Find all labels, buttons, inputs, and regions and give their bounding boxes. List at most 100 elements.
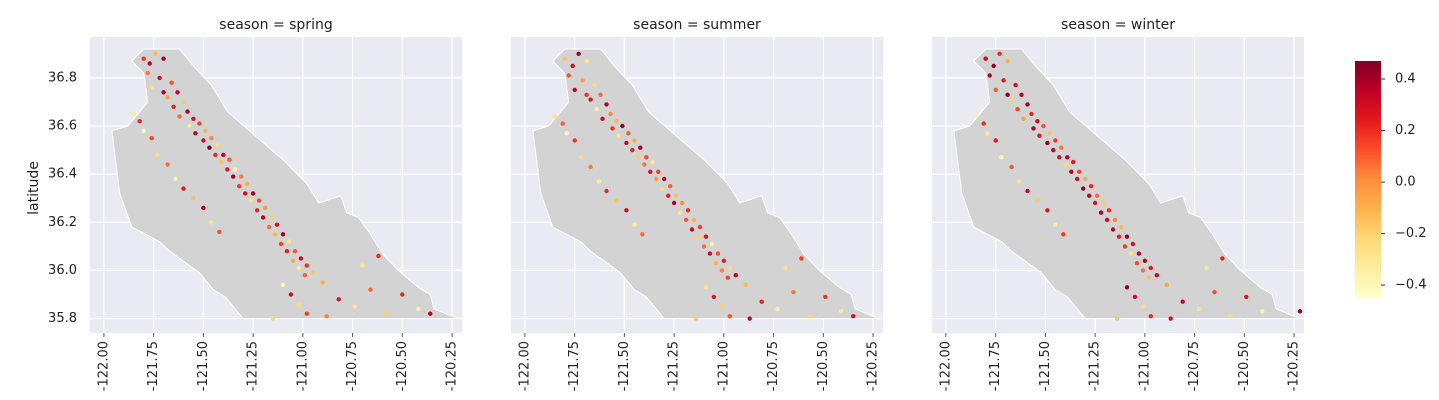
- scatter-point: [1112, 217, 1118, 223]
- scatter-point: [642, 162, 647, 167]
- scatter-point: [248, 198, 254, 203]
- scatter-point: [1057, 155, 1062, 160]
- scatter-point: [207, 145, 212, 150]
- scatter-point: [604, 188, 609, 194]
- scatter-point: [185, 109, 190, 114]
- x-tick-label: -121.25: [1088, 341, 1103, 391]
- scatter-point: [671, 200, 677, 206]
- scatter-point: [693, 316, 699, 321]
- scatter-point: [1297, 309, 1303, 314]
- scatter-point: [616, 133, 621, 138]
- scatter-point: [149, 135, 154, 141]
- scatter-point: [701, 244, 707, 249]
- scatter-point: [296, 265, 302, 271]
- scatter-point: [566, 73, 571, 78]
- scatter-point: [1124, 234, 1130, 239]
- scatter-point: [578, 155, 583, 160]
- scatter-point: [157, 75, 162, 81]
- scatter-point: [155, 152, 160, 158]
- x-tick-label: -120.75: [345, 341, 360, 391]
- scatter-point: [147, 61, 152, 66]
- scatter-point: [1094, 193, 1100, 198]
- scatter-point: [1005, 92, 1010, 98]
- scatter-point: [991, 63, 996, 69]
- scatter-point: [1001, 78, 1006, 83]
- scatter-point: [203, 128, 208, 134]
- scatter-point: [280, 232, 286, 237]
- x-tick-label: -121.75: [146, 341, 161, 391]
- scatter-point: [284, 249, 290, 254]
- scatter-point: [320, 280, 325, 285]
- x-tick-label: -121.25: [246, 341, 261, 391]
- scatter-point: [1142, 258, 1148, 263]
- scatter-point: [1087, 193, 1092, 198]
- x-tick-label: -120.75: [1187, 341, 1202, 391]
- colorbar-tick-label: 0.2: [1395, 123, 1416, 138]
- scatter-point: [839, 309, 844, 314]
- scatter-point: [1146, 275, 1152, 280]
- scatter-point: [1140, 268, 1146, 273]
- scatter-point: [209, 135, 214, 141]
- scatter-point: [560, 121, 565, 126]
- scatter-point: [161, 56, 166, 61]
- scatter-point: [851, 314, 856, 319]
- scatter-point: [201, 138, 206, 143]
- scatter-point: [428, 311, 433, 316]
- scatter-point: [610, 126, 615, 131]
- scatter-point: [260, 215, 266, 220]
- x-tick-label: -121.25: [667, 341, 682, 391]
- scatter-point: [215, 143, 220, 148]
- scatter-point: [626, 131, 631, 136]
- scatter-point: [580, 78, 585, 83]
- scatter-point: [598, 92, 603, 98]
- scatter-point: [689, 227, 695, 232]
- scatter-point: [1244, 294, 1249, 300]
- scatter-point: [999, 155, 1004, 160]
- scatter-point: [650, 159, 655, 165]
- scatter-point: [243, 191, 248, 196]
- scatter-point: [604, 102, 609, 107]
- scatter-point: [632, 138, 637, 143]
- scatter-point: [648, 169, 653, 174]
- panel-title: season = spring: [219, 17, 332, 33]
- scatter-point: [997, 51, 1002, 56]
- scatter-point: [703, 285, 709, 290]
- scatter-point: [973, 114, 978, 119]
- colorbar-tick-label: −0.2: [1395, 226, 1427, 241]
- scatter-point: [632, 222, 637, 227]
- scatter-point: [1019, 92, 1024, 98]
- scatter-point: [654, 176, 659, 182]
- x-tick-label: -121.50: [1038, 341, 1053, 391]
- scatter-point: [384, 311, 389, 316]
- scatter-point: [1100, 200, 1106, 206]
- scatter-point: [191, 116, 196, 122]
- scatter-point: [1005, 58, 1010, 64]
- scatter-point: [1196, 306, 1201, 312]
- scatter-point: [1168, 316, 1173, 321]
- scatter-point: [360, 263, 365, 268]
- scatter-point: [1134, 261, 1140, 266]
- scatter-point: [552, 114, 557, 119]
- scatter-point: [270, 316, 276, 321]
- scatter-point: [640, 232, 645, 237]
- scatter-point: [1071, 159, 1076, 165]
- scatter-point: [149, 85, 154, 90]
- scatter-point: [1204, 265, 1209, 271]
- scatter-point: [576, 51, 581, 56]
- scatter-point: [725, 275, 730, 280]
- scatter-points: [973, 51, 1303, 321]
- x-tick-label: -120.50: [816, 341, 831, 391]
- scatter-point: [239, 174, 244, 179]
- scatter-point: [1069, 169, 1074, 174]
- y-tick-label: 36.6: [48, 119, 77, 134]
- scatter-point: [1088, 184, 1094, 189]
- scatter-point: [165, 162, 170, 167]
- scatter-point: [677, 210, 683, 215]
- scatter-point: [727, 314, 732, 319]
- scatter-point: [1098, 210, 1104, 215]
- scatter-point: [1025, 102, 1030, 107]
- scatter-point: [1035, 119, 1040, 124]
- y-axis-label: latitude: [26, 161, 42, 215]
- panels-layer: season = spring -122.00 -121.75 -121.50 -121…: [48, 17, 1304, 391]
